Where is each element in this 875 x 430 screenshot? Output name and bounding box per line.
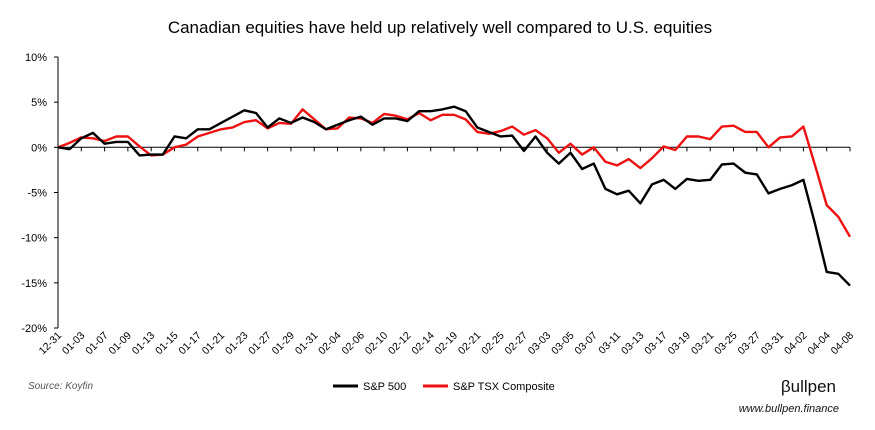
- x-tick-label: 02-21: [456, 330, 484, 358]
- series-layer: [57, 105, 852, 287]
- x-tick-label: 02-25: [479, 330, 507, 358]
- x-tick-label: 01-09: [107, 330, 135, 358]
- x-tick-label: 03-11: [596, 330, 623, 357]
- x-tick-label: 02-12: [386, 330, 414, 358]
- chart-title: Canadian equities have held up relativel…: [168, 18, 712, 37]
- x-axis: 12-3101-0301-0701-0901-1301-1501-1701-21…: [37, 147, 857, 358]
- y-tick-label: -20%: [21, 323, 47, 335]
- x-tick-label: 04-02: [782, 330, 810, 358]
- x-tick-label: 02-19: [433, 330, 461, 358]
- x-tick-label: 02-14: [409, 330, 437, 358]
- legend-label-tsx: S&P TSX Composite: [453, 381, 555, 393]
- x-tick-label: 03-17: [642, 330, 670, 358]
- x-tick-label: 01-07: [83, 330, 111, 358]
- x-tick-label: 03-21: [689, 330, 717, 358]
- x-tick-label: 01-03: [60, 330, 88, 358]
- x-tick-label: 01-29: [270, 330, 298, 358]
- brand-logo: βullpen: [781, 377, 836, 396]
- x-tick-label: 03-19: [666, 330, 694, 358]
- x-tick-label: 04-08: [829, 330, 857, 358]
- x-tick-label: 03-03: [526, 330, 554, 358]
- series-line-tsx: [57, 108, 852, 238]
- y-tick-label: -5%: [27, 188, 47, 200]
- y-tick-label: 5%: [31, 97, 47, 109]
- legend: S&P 500 S&P TSX Composite: [333, 381, 555, 393]
- x-tick-label: 01-31: [293, 330, 321, 358]
- x-tick-label: 02-04: [316, 330, 344, 358]
- x-tick-label: 01-15: [153, 330, 181, 358]
- y-tick-label: -10%: [21, 233, 47, 245]
- y-tick-label: 10%: [25, 52, 47, 64]
- x-tick-label: 01-27: [246, 330, 274, 358]
- legend-label-sp500: S&P 500: [363, 381, 406, 393]
- x-tick-label: 01-23: [223, 330, 251, 358]
- y-axis: 10% 5% 0% -5% -10% -15% -20%: [21, 52, 58, 335]
- x-tick-label: 03-07: [572, 330, 600, 358]
- y-tick-label: 0%: [31, 142, 47, 154]
- x-tick-label: 03-25: [712, 330, 740, 358]
- x-tick-label: 03-27: [735, 330, 763, 358]
- x-tick-label: 03-05: [549, 330, 577, 358]
- y-tick-label: -15%: [21, 278, 47, 290]
- x-tick-label: 01-17: [176, 330, 204, 358]
- source-note: Source: Koyfin: [28, 381, 93, 392]
- x-tick-label: 02-06: [339, 330, 367, 358]
- x-tick-label: 01-21: [200, 330, 228, 358]
- x-tick-label: 04-04: [805, 330, 833, 358]
- x-tick-label: 03-31: [759, 330, 787, 358]
- x-tick-label: 01-13: [130, 330, 158, 358]
- brand-website: www.bullpen.finance: [739, 403, 839, 415]
- series-line-sp500: [57, 105, 851, 287]
- x-tick-label: 03-13: [619, 330, 647, 358]
- x-tick-label: 02-10: [363, 330, 391, 358]
- x-tick-label: 02-27: [503, 330, 531, 358]
